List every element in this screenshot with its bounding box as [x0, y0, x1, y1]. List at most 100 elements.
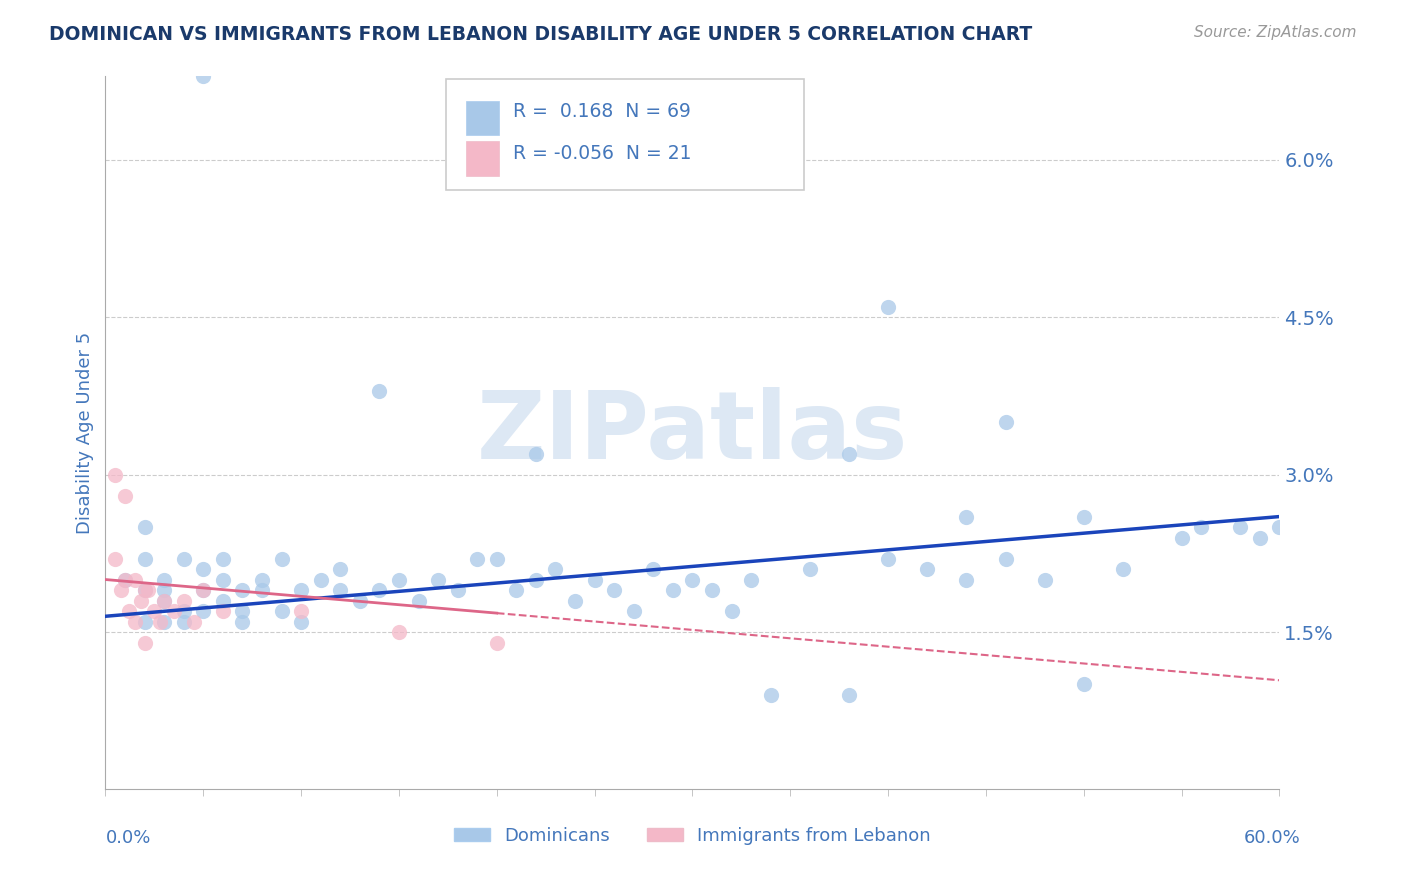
Point — [290, 615, 312, 629]
Point — [290, 604, 312, 618]
Point — [124, 573, 146, 587]
Point — [447, 582, 470, 597]
Point — [368, 384, 391, 398]
Point — [193, 582, 215, 597]
Text: R =  0.168  N = 69: R = 0.168 N = 69 — [513, 103, 690, 121]
Point — [193, 582, 215, 597]
Point — [564, 593, 586, 607]
Point — [643, 562, 665, 576]
Point — [153, 615, 176, 629]
Text: Source: ZipAtlas.com: Source: ZipAtlas.com — [1194, 25, 1357, 40]
Point — [838, 447, 860, 461]
Point — [1073, 509, 1095, 524]
Point — [1268, 520, 1291, 534]
Point — [193, 604, 215, 618]
Point — [994, 551, 1017, 566]
Point — [173, 551, 195, 566]
Legend: Dominicans, Immigrants from Lebanon: Dominicans, Immigrants from Lebanon — [447, 820, 938, 852]
Point — [153, 593, 176, 607]
Point — [955, 573, 977, 587]
Point — [838, 688, 860, 702]
Text: R = -0.056  N = 21: R = -0.056 N = 21 — [513, 144, 692, 162]
Point — [134, 582, 156, 597]
Point — [124, 615, 146, 629]
Point — [114, 573, 136, 587]
Point — [623, 604, 645, 618]
Point — [603, 582, 626, 597]
Point — [193, 562, 215, 576]
Point — [153, 573, 176, 587]
Point — [153, 593, 176, 607]
Point — [917, 562, 939, 576]
Point — [583, 573, 606, 587]
Point — [368, 582, 391, 597]
Point — [427, 573, 450, 587]
Point — [231, 615, 253, 629]
Text: ZIPatlas: ZIPatlas — [477, 386, 908, 479]
Point — [700, 582, 723, 597]
Point — [163, 604, 186, 618]
Point — [994, 415, 1017, 429]
Point — [183, 615, 205, 629]
Text: DOMINICAN VS IMMIGRANTS FROM LEBANON DISABILITY AGE UNDER 5 CORRELATION CHART: DOMINICAN VS IMMIGRANTS FROM LEBANON DIS… — [49, 25, 1032, 44]
Point — [740, 573, 762, 587]
Point — [1189, 520, 1212, 534]
Point — [309, 573, 332, 587]
Point — [1112, 562, 1135, 576]
Point — [134, 582, 156, 597]
Point — [1170, 531, 1192, 545]
Point — [173, 593, 195, 607]
Point — [877, 300, 900, 314]
Point — [270, 551, 292, 566]
Point — [485, 551, 508, 566]
Point — [544, 562, 567, 576]
Point — [955, 509, 977, 524]
Point — [104, 467, 127, 482]
Point — [329, 562, 352, 576]
Point — [129, 593, 152, 607]
Point — [149, 615, 172, 629]
Point — [193, 69, 215, 83]
Text: 60.0%: 60.0% — [1244, 829, 1301, 847]
Point — [799, 562, 821, 576]
Point — [877, 551, 900, 566]
Point — [388, 573, 411, 587]
FancyBboxPatch shape — [446, 79, 804, 190]
Point — [104, 551, 127, 566]
Point — [505, 582, 527, 597]
Point — [114, 573, 136, 587]
Point — [388, 625, 411, 640]
Point — [408, 593, 430, 607]
Point — [485, 635, 508, 649]
Point — [143, 604, 166, 618]
Point — [134, 615, 156, 629]
Point — [465, 551, 488, 566]
Text: 0.0%: 0.0% — [105, 829, 150, 847]
Point — [110, 582, 132, 597]
Point — [134, 520, 156, 534]
Point — [1073, 677, 1095, 691]
Point — [681, 573, 703, 587]
Point — [134, 551, 156, 566]
Point — [153, 582, 176, 597]
FancyBboxPatch shape — [465, 101, 499, 135]
FancyBboxPatch shape — [465, 142, 499, 176]
Point — [231, 604, 253, 618]
Point — [118, 604, 141, 618]
Point — [211, 551, 233, 566]
Point — [720, 604, 742, 618]
Point — [173, 615, 195, 629]
Point — [290, 582, 312, 597]
Point — [662, 582, 685, 597]
Point — [211, 573, 233, 587]
Point — [1229, 520, 1251, 534]
Point — [138, 582, 160, 597]
Point — [134, 635, 156, 649]
Point — [211, 604, 233, 618]
Point — [759, 688, 782, 702]
Point — [250, 582, 273, 597]
Point — [349, 593, 371, 607]
Point — [270, 604, 292, 618]
Point — [173, 604, 195, 618]
Point — [250, 573, 273, 587]
